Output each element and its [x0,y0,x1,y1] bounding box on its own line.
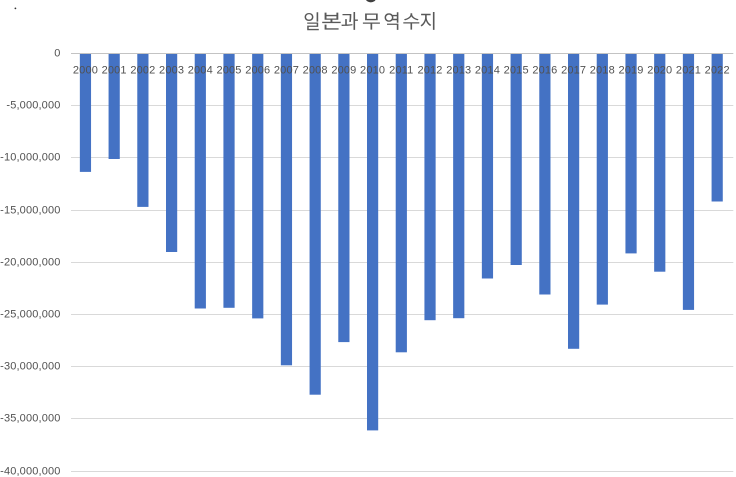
svg-text:2005: 2005 [216,64,241,76]
svg-text:2003: 2003 [159,64,184,76]
svg-text:2007: 2007 [274,64,299,76]
svg-text:-15,000,000: -15,000,000 [0,205,60,217]
svg-text:2017: 2017 [561,64,586,76]
svg-text:2022: 2022 [705,64,730,76]
svg-text:2001: 2001 [102,64,127,76]
svg-text:-40,000,000: -40,000,000 [0,466,60,477]
svg-text:-25,000,000: -25,000,000 [0,309,60,321]
svg-text:0: 0 [54,48,60,60]
svg-text:2014: 2014 [475,64,500,76]
svg-text:2015: 2015 [504,64,529,76]
svg-text:2011: 2011 [389,64,413,76]
svg-text:2008: 2008 [303,64,328,76]
svg-text:2004: 2004 [188,64,213,76]
svg-text:2019: 2019 [619,64,644,76]
svg-text:2013: 2013 [446,64,471,76]
svg-text:2000: 2000 [73,64,98,76]
svg-text:-20,000,000: -20,000,000 [0,257,60,269]
svg-text:2012: 2012 [417,64,442,76]
svg-text:-35,000,000: -35,000,000 [0,413,60,425]
svg-text:2009: 2009 [331,64,356,76]
svg-text:2006: 2006 [245,64,270,76]
svg-text:-10,000,000: -10,000,000 [0,152,60,164]
svg-text:2010: 2010 [360,64,385,76]
svg-text:2018: 2018 [590,64,615,76]
svg-text:2016: 2016 [532,64,557,76]
svg-text:2021: 2021 [676,64,701,76]
svg-text:-30,000,000: -30,000,000 [0,361,60,373]
svg-text:2020: 2020 [647,64,672,76]
svg-text:2002: 2002 [130,64,155,76]
svg-text:-5,000,000: -5,000,000 [6,100,60,112]
